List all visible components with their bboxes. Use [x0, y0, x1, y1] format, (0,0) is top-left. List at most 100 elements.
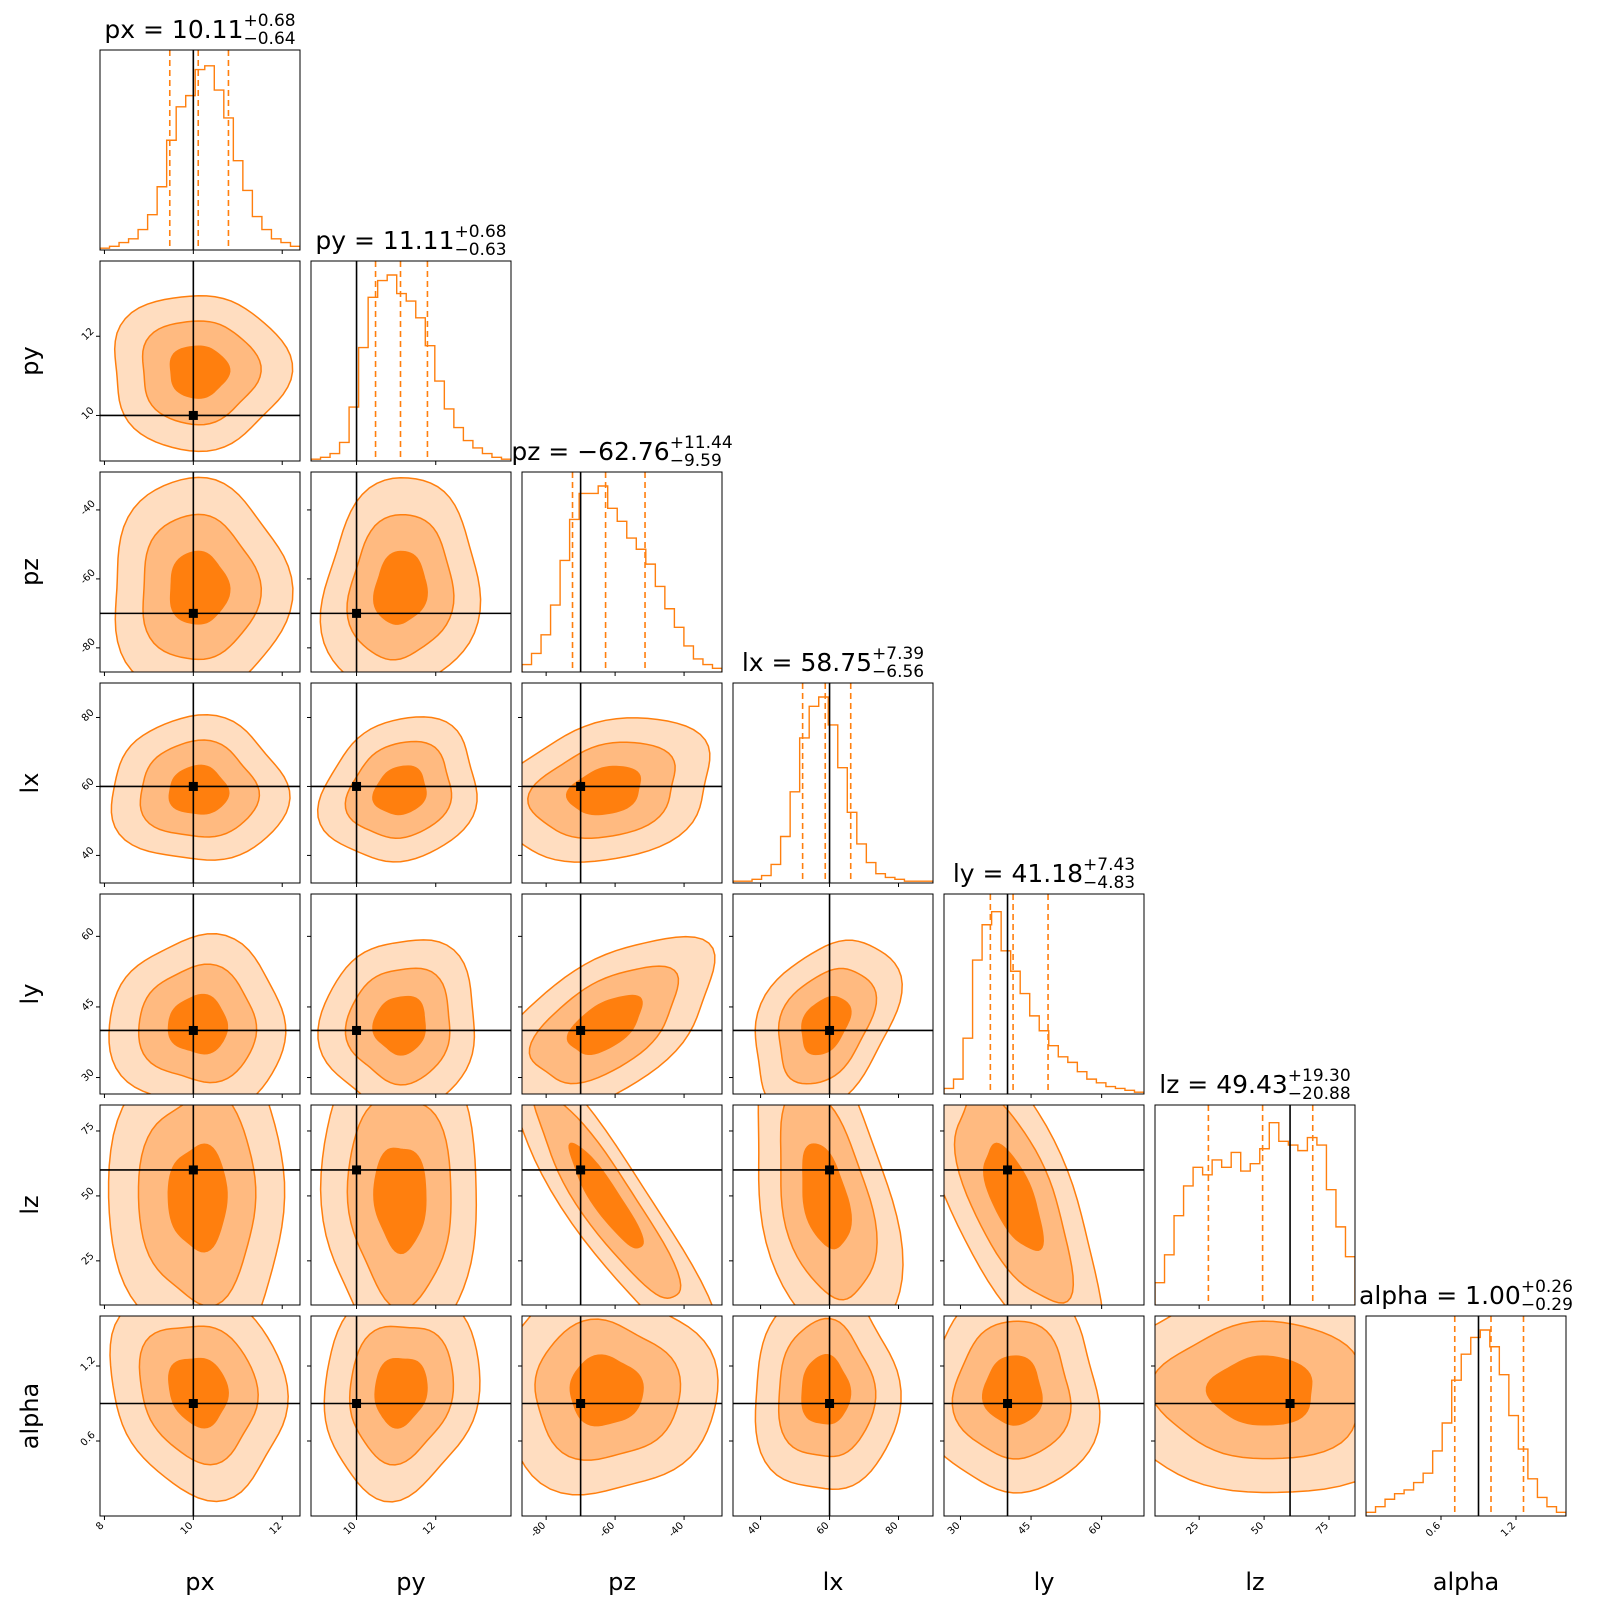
- truth-marker-lz-alpha: [1285, 1399, 1295, 1408]
- panel-px-px: [100, 50, 300, 250]
- histogram-alpha: [1366, 1329, 1566, 1516]
- contour-py-ly-2: [372, 995, 426, 1056]
- y-axis-label-lz: lz: [16, 1195, 44, 1214]
- histogram-pz: [522, 485, 722, 672]
- panel-frame-lz-alpha: [1154, 1315, 1356, 1517]
- x-axis-label-ly: ly: [1034, 1568, 1055, 1596]
- panel-frame-pz-lz: [521, 1104, 723, 1306]
- truth-marker-ly-lz: [1003, 1165, 1013, 1175]
- x-tick-label-alpha: 1.2: [1499, 1520, 1518, 1539]
- y-tick-label-py: 10: [80, 405, 97, 422]
- truth-marker-py-alpha: [352, 1399, 362, 1408]
- x-axis-label-px: px: [185, 1568, 214, 1596]
- panel-frame-px-lx: [99, 682, 301, 884]
- x-tick-label-px: 8: [94, 1520, 106, 1532]
- panel-frame-lx-ly: [732, 893, 934, 1095]
- x-tick-label-px: 12: [268, 1520, 285, 1537]
- panel-py-py: [311, 261, 511, 461]
- title-pz: pz = −62.76: [511, 437, 669, 466]
- panel-frame-ly-ly: [943, 893, 1145, 1095]
- panel-frame-pz-lx: [521, 682, 723, 884]
- panel-frame-ly-lz: [943, 1104, 1145, 1306]
- truth-marker-pz-alpha: [576, 1399, 586, 1408]
- contour-py-lz-2: [373, 1147, 427, 1255]
- y-tick-label-pz: -60: [79, 567, 98, 586]
- title-minus-px: −0.64: [243, 29, 295, 49]
- y-tick-label-py: 12: [80, 326, 97, 343]
- title-minus-alpha: −0.29: [1521, 1295, 1573, 1315]
- y-axis-label-lx: lx: [16, 773, 44, 794]
- y-tick-label-lz: 25: [80, 1251, 97, 1268]
- truth-marker-lx-lz: [825, 1165, 835, 1175]
- contour-lx-alpha-2: [801, 1354, 852, 1425]
- y-tick-label-pz: -40: [79, 498, 98, 517]
- truth-marker-px-ly: [188, 1025, 198, 1035]
- y-axis-label-py: py: [16, 346, 44, 375]
- title-plus-lx: +7.39: [872, 644, 924, 664]
- panel-frame-lx-alpha: [732, 1315, 934, 1517]
- y-tick-label-ly: 60: [80, 926, 97, 943]
- panel-pz-pz: [522, 472, 722, 672]
- panel-py-lx: [311, 683, 511, 883]
- x-tick-label-lx: 80: [884, 1520, 901, 1537]
- title-alpha: alpha = 1.00: [1359, 1281, 1521, 1310]
- truth-marker-pz-lz: [576, 1165, 586, 1175]
- y-axis-label-alpha: alpha: [16, 1383, 44, 1450]
- truth-marker-px-lz: [188, 1165, 198, 1175]
- truth-marker-px-pz: [188, 608, 198, 618]
- x-axis-label-py: py: [396, 1568, 425, 1596]
- panel-frame-py-pz: [310, 471, 512, 673]
- panel-frame-py-ly: [310, 893, 512, 1095]
- contour-pz-lx-2: [565, 765, 642, 816]
- title-plus-alpha: +0.26: [1521, 1277, 1573, 1297]
- panel-px-lx: [100, 683, 300, 883]
- histogram-lz: [1155, 1122, 1355, 1305]
- panel-frame-alpha-alpha: [1365, 1315, 1567, 1517]
- panel-frame-px-pz: [99, 471, 301, 673]
- x-axis-label-lx: lx: [823, 1568, 844, 1596]
- panel-px-py: [100, 261, 300, 461]
- title-minus-pz: −9.59: [670, 451, 722, 471]
- x-tick-label-lz: 25: [1184, 1520, 1201, 1537]
- x-tick-label-pz: -40: [667, 1520, 686, 1539]
- x-tick-label-alpha: 0.6: [1424, 1520, 1443, 1539]
- panel-frame-lx-lz: [732, 1104, 934, 1306]
- title-plus-lz: +19.30: [1288, 1066, 1351, 1086]
- truth-marker-py-lx: [352, 781, 362, 791]
- y-axis-label-ly: ly: [16, 984, 44, 1005]
- contour-px-py-2: [169, 345, 231, 399]
- title-plus-ly: +7.43: [1083, 855, 1135, 875]
- contour-py-lx-2: [372, 765, 427, 816]
- panel-frame-py-lx: [310, 682, 512, 884]
- contour-lx-ly-2: [801, 995, 852, 1056]
- panel-px-lz: [100, 1105, 300, 1305]
- title-plus-pz: +11.44: [670, 433, 733, 453]
- panel-lz-alpha: [1155, 1316, 1355, 1516]
- x-tick-label-pz: -80: [529, 1520, 548, 1539]
- truth-marker-px-alpha: [188, 1399, 198, 1408]
- x-tick-label-py: 10: [342, 1520, 359, 1537]
- contour-py-alpha-2: [374, 1357, 428, 1429]
- panel-px-alpha: [100, 1316, 300, 1516]
- panel-lx-lx: [733, 683, 933, 883]
- x-tick-label-lx: 40: [746, 1520, 763, 1537]
- panel-pz-lz: [522, 1105, 722, 1305]
- panel-frame-px-px: [99, 49, 301, 251]
- x-tick-label-lx: 60: [815, 1520, 832, 1537]
- title-minus-ly: −4.83: [1083, 873, 1135, 893]
- panel-frame-py-lz: [310, 1104, 512, 1306]
- x-tick-label-lz: 75: [1314, 1520, 1331, 1537]
- panel-alpha-alpha: [1366, 1316, 1566, 1516]
- contour-py-pz-2: [373, 550, 428, 625]
- truth-marker-lx-ly: [825, 1025, 835, 1035]
- panel-ly-lz: [944, 1105, 1144, 1305]
- y-tick-label-alpha: 1.2: [79, 1355, 98, 1374]
- histogram-lx: [733, 696, 933, 883]
- panel-py-alpha: [311, 1316, 511, 1516]
- contour-px-alpha-2: [168, 1357, 229, 1429]
- histogram-px: [100, 65, 300, 250]
- title-ly: ly = 41.18: [953, 859, 1083, 888]
- truth-marker-pz-ly: [576, 1025, 586, 1035]
- panel-lx-ly: [733, 894, 933, 1094]
- panel-py-pz: [311, 472, 511, 672]
